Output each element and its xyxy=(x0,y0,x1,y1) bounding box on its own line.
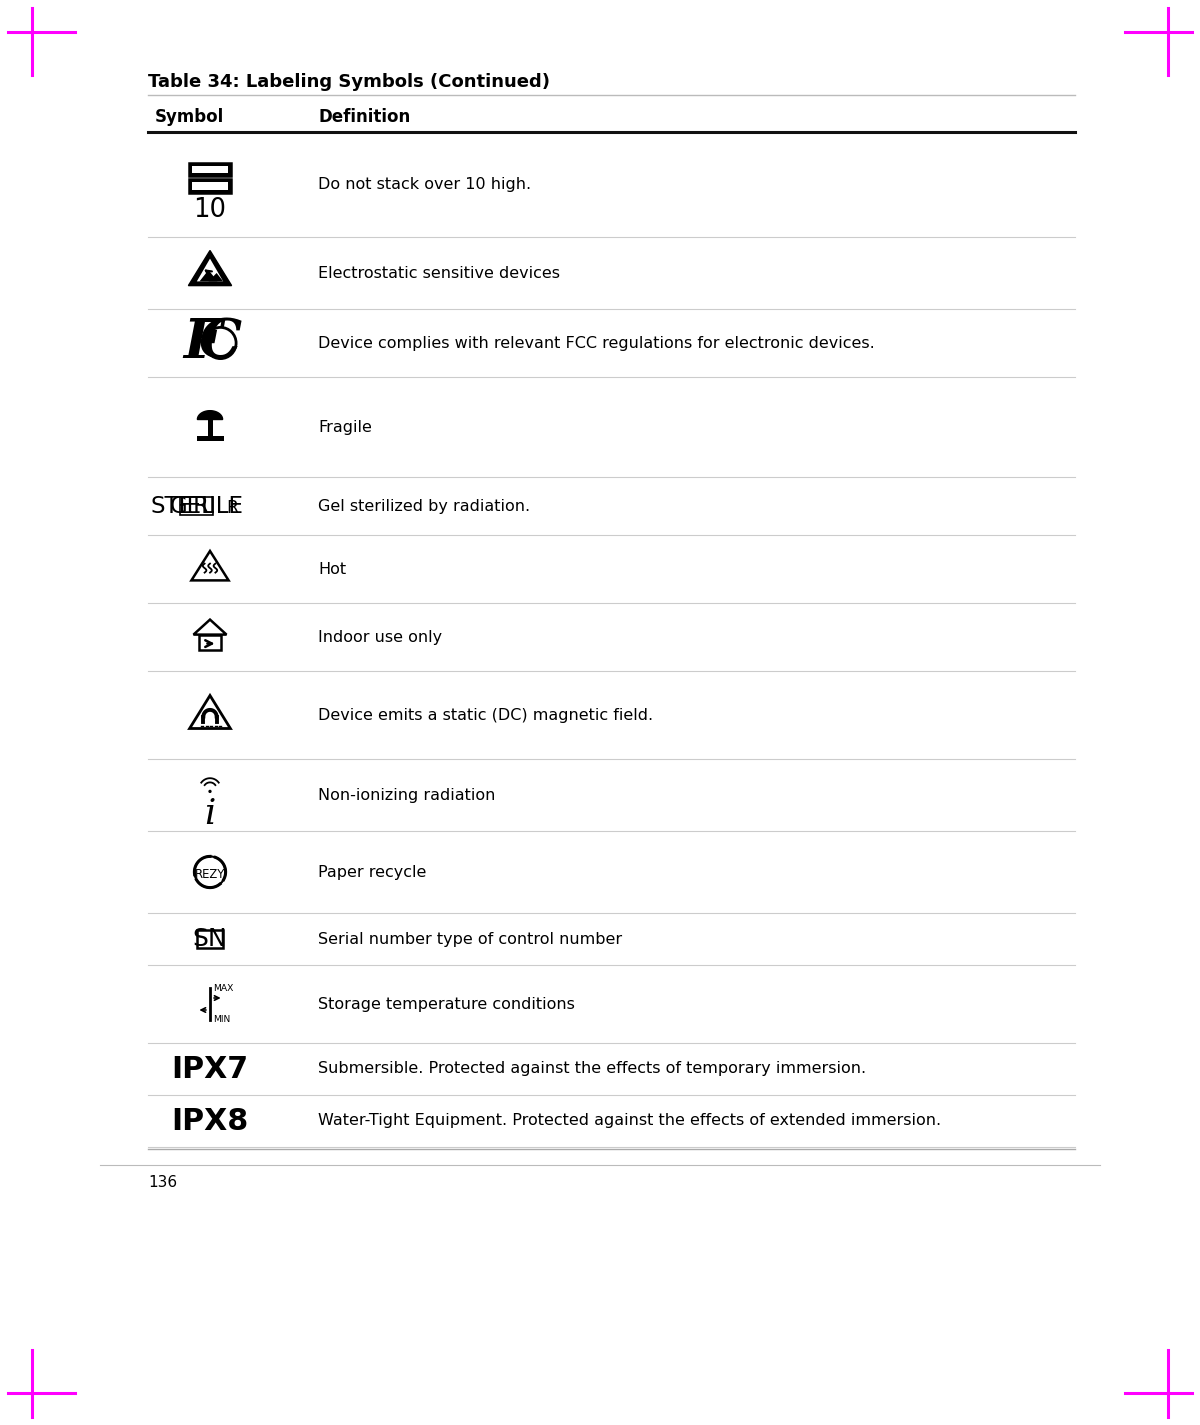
Polygon shape xyxy=(199,269,217,281)
Text: Serial number type of control number: Serial number type of control number xyxy=(318,932,622,946)
Bar xyxy=(197,929,223,948)
Bar xyxy=(192,165,228,174)
Text: Gel sterilized by radiation.: Gel sterilized by radiation. xyxy=(318,499,530,513)
Text: Table 34: Labeling Symbols (Continued): Table 34: Labeling Symbols (Continued) xyxy=(148,73,550,91)
Bar xyxy=(199,634,222,650)
Text: Device emits a static (DC) magnetic field.: Device emits a static (DC) magnetic fiel… xyxy=(318,707,653,722)
Text: Paper recycle: Paper recycle xyxy=(318,865,426,879)
Text: R: R xyxy=(227,499,239,516)
Polygon shape xyxy=(197,410,223,419)
Text: IPX8: IPX8 xyxy=(172,1106,248,1136)
Polygon shape xyxy=(197,258,223,281)
Text: GEL: GEL xyxy=(169,494,215,517)
Text: Hot: Hot xyxy=(318,561,346,577)
Text: 136: 136 xyxy=(148,1176,178,1190)
Polygon shape xyxy=(188,251,232,285)
Text: Fragile: Fragile xyxy=(318,419,372,435)
Text: Device complies with relevant FCC regulations for electronic devices.: Device complies with relevant FCC regula… xyxy=(318,335,875,351)
Text: Do not stack over 10 high.: Do not stack over 10 high. xyxy=(318,177,532,192)
Polygon shape xyxy=(209,274,223,281)
Text: Electrostatic sensitive devices: Electrostatic sensitive devices xyxy=(318,265,560,281)
Text: IPX7: IPX7 xyxy=(172,1054,248,1083)
Text: Non-ionizing radiation: Non-ionizing radiation xyxy=(318,788,496,802)
Circle shape xyxy=(209,789,211,794)
Text: Symbol: Symbol xyxy=(155,108,224,125)
Text: REZY: REZY xyxy=(194,868,226,881)
Bar xyxy=(192,182,228,190)
Text: MIN: MIN xyxy=(214,1015,230,1025)
Text: F: F xyxy=(184,316,222,369)
Text: Water-Tight Equipment. Protected against the effects of extended immersion.: Water-Tight Equipment. Protected against… xyxy=(318,1113,941,1129)
Text: STERILE: STERILE xyxy=(150,494,242,517)
Text: C: C xyxy=(199,316,242,369)
Bar xyxy=(190,180,230,192)
Text: MAX: MAX xyxy=(214,983,233,993)
Text: Definition: Definition xyxy=(318,108,410,125)
Text: SN: SN xyxy=(193,928,227,950)
Text: Indoor use only: Indoor use only xyxy=(318,630,442,644)
Text: i: i xyxy=(204,798,216,831)
Text: Storage temperature conditions: Storage temperature conditions xyxy=(318,996,575,1012)
Bar xyxy=(190,162,230,177)
Text: Submersible. Protected against the effects of temporary immersion.: Submersible. Protected against the effec… xyxy=(318,1062,866,1076)
Bar xyxy=(180,497,214,514)
Text: 10: 10 xyxy=(193,197,227,224)
